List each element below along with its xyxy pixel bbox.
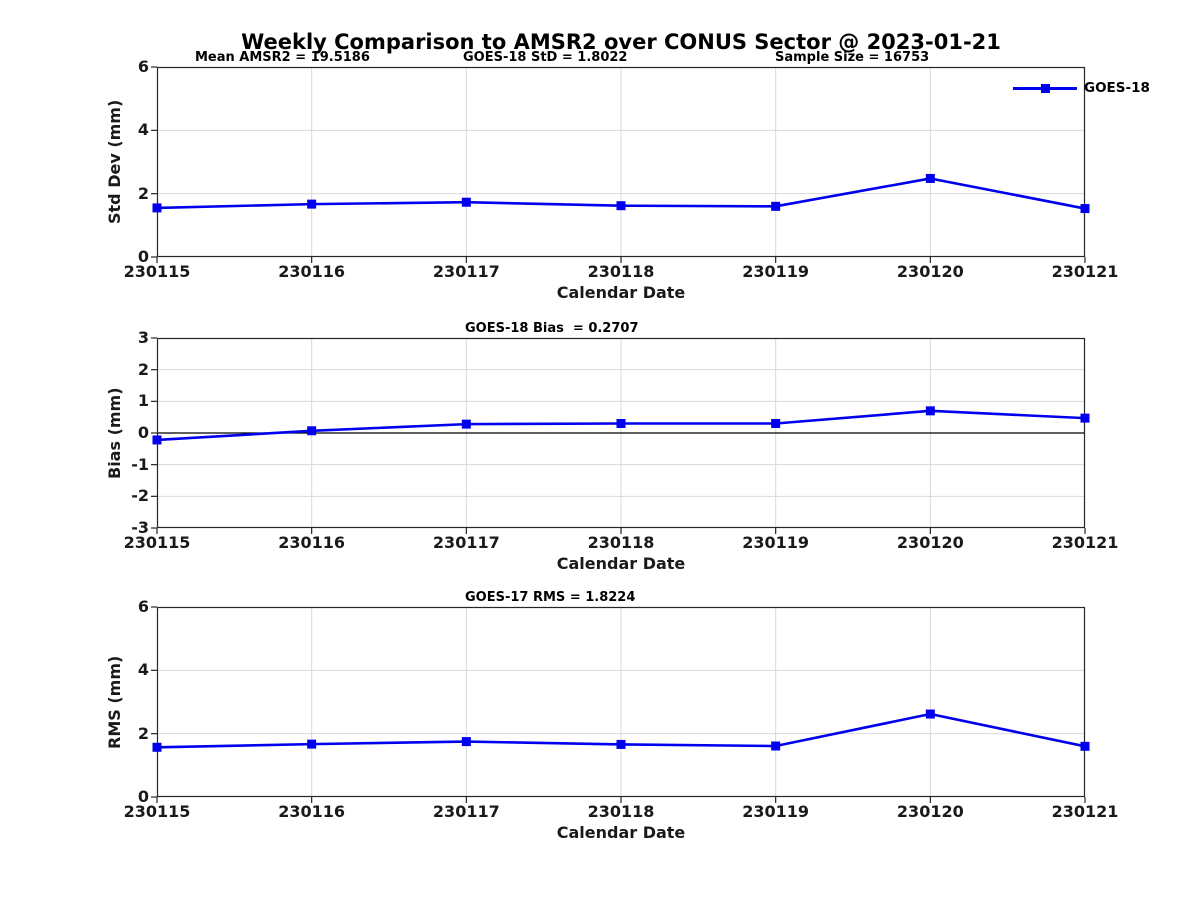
x-tick-label: 230120 — [896, 802, 964, 821]
data-point — [925, 406, 935, 416]
x-axis-label-calendar-date: Calendar Date — [556, 823, 686, 842]
chart-std-dev: Std Dev (mm) Calendar Date GOES-18 23011… — [105, 51, 1150, 303]
data-point — [771, 201, 781, 211]
annotation: GOES-18 Bias = 0.2707 — [465, 321, 639, 336]
y-tick-label: 1 — [137, 391, 149, 411]
legend-line-sample — [1013, 83, 1077, 93]
y-tick-label: -2 — [131, 486, 149, 506]
y-axis-label-rms: RMS (mm) — [105, 655, 124, 749]
data-point — [307, 739, 317, 749]
plot-area-rms — [151, 606, 1090, 803]
data-point — [152, 203, 162, 213]
x-axis-label-calendar-date: Calendar Date — [556, 283, 686, 302]
data-point — [461, 197, 471, 207]
data-point — [925, 173, 935, 183]
x-tick-label: 230115 — [123, 262, 191, 281]
y-tick-label: 0 — [137, 787, 149, 806]
y-tick-label: 2 — [137, 183, 149, 203]
y-tick-label: 0 — [137, 423, 149, 442]
legend-label: GOES-18 — [1084, 80, 1150, 96]
y-tick-label: 2 — [137, 359, 149, 379]
x-tick-label: 230116 — [278, 802, 346, 821]
x-tick-label: 230121 — [1051, 262, 1119, 281]
data-point — [1080, 741, 1090, 751]
annotation: GOES-18 StD = 1.8022 — [463, 50, 628, 65]
x-tick-label: 230119 — [742, 262, 810, 281]
x-tick-label: 230121 — [1051, 533, 1119, 552]
data-point — [616, 419, 626, 428]
data-point — [1080, 413, 1090, 423]
x-tick-label: 230117 — [432, 262, 500, 281]
x-tick-label: 230117 — [432, 802, 500, 821]
data-point — [152, 742, 162, 752]
x-tick-label: 230115 — [123, 533, 191, 552]
y-tick-label: 4 — [137, 120, 149, 140]
x-tick-label: 230120 — [896, 533, 964, 552]
chart-rms: RMS (mm) Calendar Date 230115 230116 23011… — [105, 591, 1118, 843]
x-tick-label: 230118 — [587, 262, 655, 281]
data-point — [771, 741, 781, 751]
plot-border — [156, 66, 1086, 258]
x-tick-label: 230116 — [278, 262, 346, 281]
x-axis-label-calendar-date: Calendar Date — [556, 554, 686, 573]
chart-bias: Bias (mm) Calendar Date 230115 230116 2301… — [105, 322, 1118, 574]
data-point — [771, 419, 781, 428]
y-axis-label-std-dev: Std Dev (mm) — [105, 99, 124, 225]
y-tick-label: 2 — [137, 723, 149, 743]
y-tick-label: 4 — [137, 660, 149, 680]
annotation: Sample Size = 16753 — [775, 50, 930, 65]
y-tick-label: 6 — [137, 57, 149, 76]
data-point — [616, 739, 626, 749]
legend-marker — [1040, 83, 1050, 93]
data-point — [925, 709, 935, 719]
y-tick-label: 0 — [137, 247, 149, 266]
x-tick-label: 230115 — [123, 802, 191, 821]
x-tick-label: 230117 — [432, 533, 500, 552]
y-tick-label: -3 — [131, 518, 149, 537]
data-point — [616, 201, 626, 211]
data-point — [461, 419, 471, 429]
x-tick-label: 230119 — [742, 533, 810, 552]
data-point — [1080, 204, 1090, 214]
x-tick-label: 230116 — [278, 533, 346, 552]
figure-title: Weekly Comparison to AMSR2 over CONUS Se… — [241, 30, 1001, 54]
legend: GOES-18 — [1013, 80, 1150, 96]
data-point — [461, 737, 471, 747]
annotation: Mean AMSR2 = 19.5186 — [195, 50, 370, 65]
plot-area-bias — [151, 337, 1090, 534]
data-point — [307, 426, 317, 436]
y-tick-label: 3 — [137, 328, 149, 347]
x-tick-label: 230118 — [587, 802, 655, 821]
x-tick-label: 230118 — [587, 533, 655, 552]
y-tick-label: 6 — [137, 597, 149, 616]
plot-area-std-dev — [151, 66, 1090, 263]
plot-border — [156, 606, 1086, 798]
plot-border — [156, 337, 1086, 529]
x-tick-label: 230120 — [896, 262, 964, 281]
data-point — [307, 199, 317, 209]
x-tick-label: 230121 — [1051, 802, 1119, 821]
annotation: GOES-17 RMS = 1.8224 — [465, 590, 636, 605]
data-point — [152, 435, 162, 445]
x-tick-label: 230119 — [742, 802, 810, 821]
y-tick-label: -1 — [131, 454, 149, 474]
